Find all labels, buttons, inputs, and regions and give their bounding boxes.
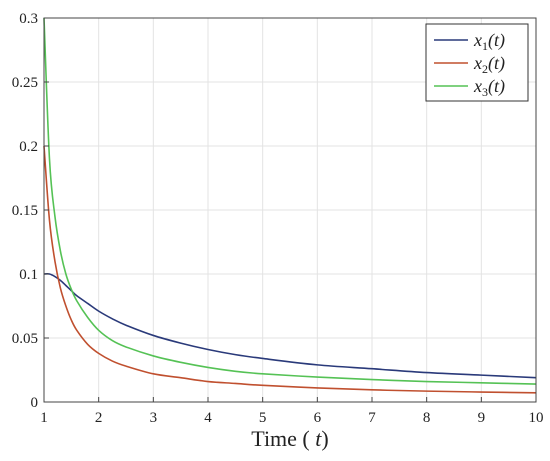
x-tick-label: 5	[259, 410, 267, 426]
x-tick-label: 10	[529, 410, 544, 426]
series-line-x2	[43, 145, 537, 394]
legend-label: x3(t)	[473, 76, 505, 99]
x-axis-label: Time ( t)	[251, 426, 328, 451]
x-tick-label: 4	[204, 410, 212, 426]
y-tick-label: 0.05	[12, 331, 38, 347]
legend-label: x2(t)	[473, 53, 505, 76]
series-line-x3	[43, 17, 537, 385]
x-tick-label: 7	[368, 410, 376, 426]
y-tick-label: 0.25	[12, 75, 38, 91]
y-tick-label: 0.3	[19, 11, 38, 27]
x-tick-label: 9	[478, 410, 486, 426]
x-tick-label: 8	[423, 410, 431, 426]
y-tick-label: 0.15	[12, 203, 38, 219]
y-tick-label: 0.1	[19, 267, 38, 283]
y-tick-label: 0	[31, 395, 39, 411]
axis-ticks: 1 2 3 4 5 6 7 8 9 10 0 0.05 0.1 0.15 0.2 0.25 0.3	[12, 11, 544, 426]
series-lines	[43, 17, 537, 394]
x-tick-label: 1	[40, 410, 48, 426]
series-line-x1	[43, 273, 537, 379]
x-tick-label: 6	[314, 410, 322, 426]
legend: x1(t)x2(t)x3(t)	[425, 23, 529, 102]
x-tick-label: 2	[95, 410, 103, 426]
y-tick-label: 0.2	[19, 139, 38, 155]
legend-label: x1(t)	[473, 30, 505, 53]
x-tick-label: 3	[150, 410, 158, 426]
